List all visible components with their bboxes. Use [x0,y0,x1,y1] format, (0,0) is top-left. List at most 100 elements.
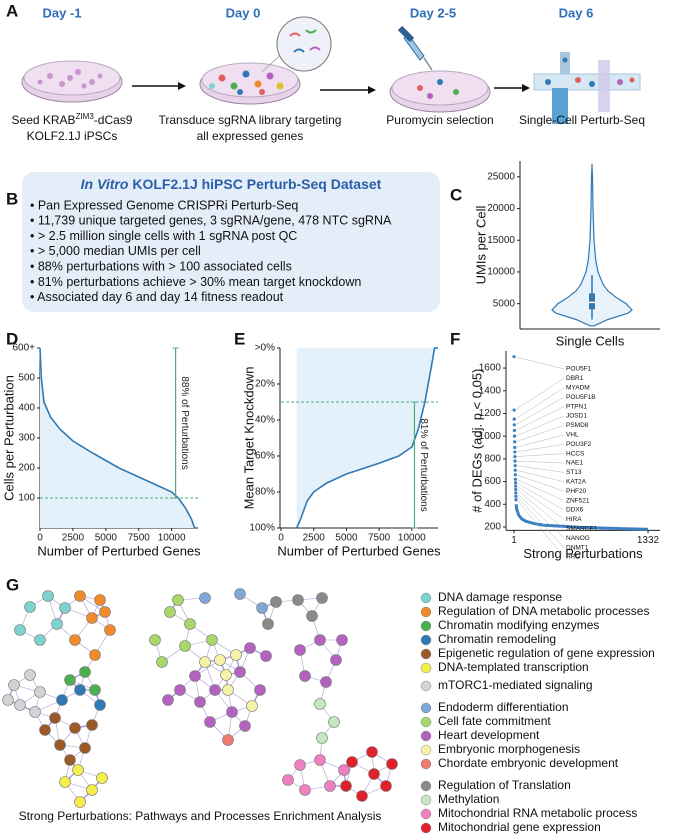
network-node [14,624,26,636]
legend-label: Chromatin remodeling [438,632,556,646]
day-label: Day 0 [226,5,261,20]
network-node [234,588,246,600]
network-node [306,610,318,622]
x-tick-label: 0 [278,533,284,544]
y-axis-label: Mean Target Knockdown [241,367,256,510]
network-node [8,679,20,691]
step-caption: Transduce sgRNA library targeting [159,113,342,127]
network-node [254,684,266,696]
leader-line [514,378,565,411]
line [39,347,196,529]
bullet: • 81% perturbations achieve > 30% mean t… [30,275,361,289]
point [514,498,518,502]
point-label: DNMT1 [566,544,589,551]
network-node [292,594,304,606]
y-tick-label: 15000 [487,235,515,246]
y-tick-label: 5000 [493,298,516,309]
point-label: POU3F2 [566,441,592,448]
x-tick-label: 5000 [335,533,358,544]
network-node [64,674,76,686]
step-caption: Puromycin selection [386,113,493,127]
network-node [2,694,14,706]
network-node [89,684,101,696]
point-label: HCCS [566,450,585,457]
network-node [149,634,161,646]
y-tick-label: 1000 [479,431,502,442]
network-node [226,706,238,718]
point [512,417,516,421]
workflow-illustration [21,16,641,124]
point [513,473,517,477]
network-node [204,716,216,728]
dataset-box [22,172,440,312]
network-node [99,606,111,618]
y-tick-label: 500 [18,373,35,384]
point-label: HIRA [566,516,582,523]
network-node [79,666,91,678]
annotation-text: 81% of Perturbations [418,418,429,511]
network-node [356,790,368,802]
leader-line [516,470,565,482]
network-node [56,694,68,706]
network-node [320,676,332,688]
point [513,454,517,459]
network-node [86,612,98,624]
y-axis-label: UMIs per Cell [473,206,488,285]
leader-line [515,460,565,464]
panel-label: G [6,575,19,594]
y-tick-label: 600 [484,476,501,487]
network-node [64,754,76,766]
point-label: POU5F1B [566,394,596,401]
point [512,408,516,412]
dataset-title: In Vitro KOLF2.1J hiPSC Perturb-Seq Datas… [81,176,382,192]
legend-label: Epigenetic regulation of gene expression [438,646,655,660]
network-node [366,746,378,758]
x-tick-label: 1332 [637,535,660,546]
point [512,423,516,427]
network-node [282,774,294,786]
leader-line [516,474,565,492]
network-node [262,618,274,630]
legend-label: Endoderm differentiation [438,700,569,714]
network-node [89,649,101,661]
network-node [246,700,258,712]
legend-swatch [420,620,432,632]
legend-swatch [420,780,432,792]
leader-line [516,465,565,473]
y-tick-label: 100% [249,523,275,534]
box [589,293,595,310]
y-tick-label: 80% [255,487,275,498]
network-node [206,634,218,646]
bullet: • 88% perturbations with > 100 associate… [30,259,292,273]
network-node [104,624,116,636]
leader-line [516,489,565,529]
legend-swatch [420,822,432,834]
legend-swatch [420,606,432,618]
network-node [69,722,81,734]
network-node [156,656,168,668]
network-node [69,634,81,646]
point [513,450,517,454]
y-tick-label: 1400 [479,385,502,396]
network-node [74,590,86,602]
point [513,477,518,481]
caption-superscript: ZIM3 [76,112,95,121]
legend-label: mTORC1-mediated signaling [438,678,593,692]
panel-label: F [450,329,460,348]
leader-line [515,434,565,448]
legend-label: Regulation of Translation [438,778,571,792]
legend-swatch [420,794,432,806]
point [514,484,518,488]
point [513,440,517,444]
network-node [72,764,84,776]
network-node [214,654,226,666]
network-node [29,706,41,718]
leader-line [515,415,565,437]
step-caption: Seed KRABZIM3-dCas9 [12,112,133,127]
legend-swatch [420,592,432,604]
x-tick-label: 10000 [158,533,186,544]
step-caption: all expressed genes [197,129,304,143]
network-node [256,602,268,614]
network-node [328,716,340,728]
network-node [174,684,186,696]
